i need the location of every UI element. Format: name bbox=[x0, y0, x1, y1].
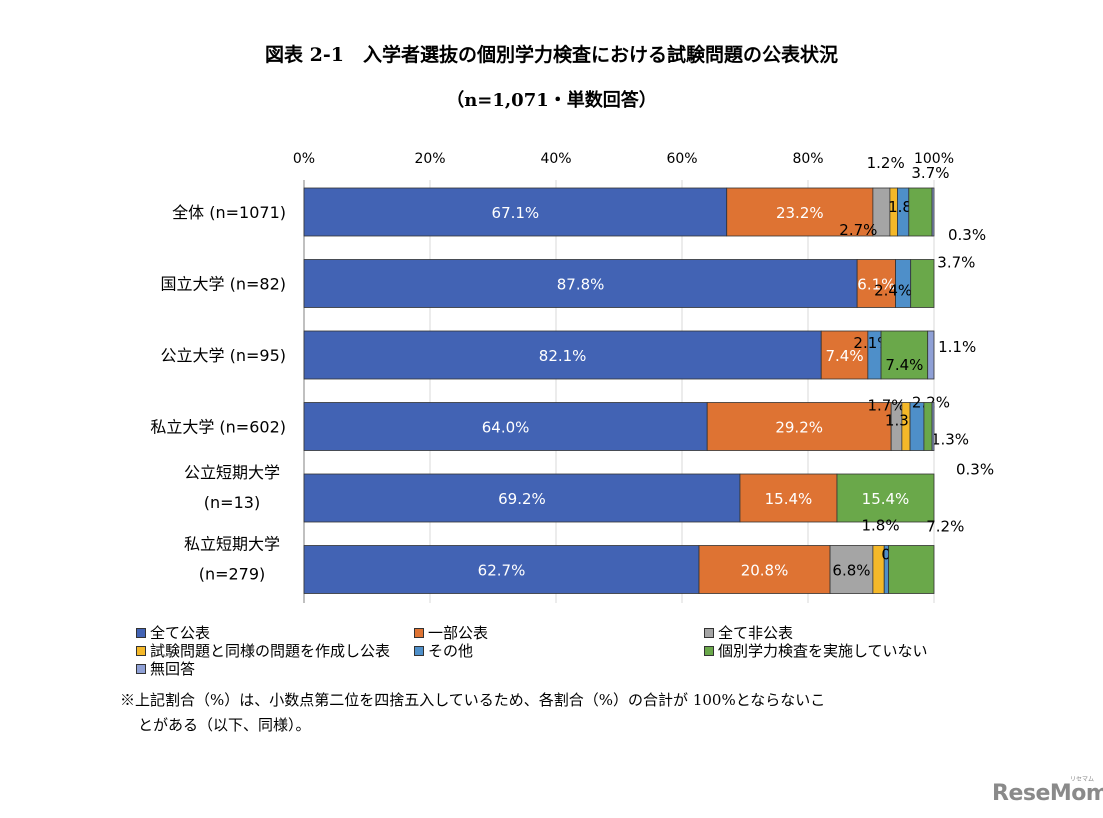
legend-label: 個別学力検査を実施していない bbox=[718, 642, 928, 660]
bar-segment bbox=[303, 473, 741, 523]
legend-swatch bbox=[136, 627, 146, 638]
footnote: ※上記割合（%）は、小数点第二位を四捨五入しているため、各割合（%）の合計が 1… bbox=[120, 688, 980, 738]
data-label: 2.4% bbox=[874, 282, 912, 300]
bar-segment bbox=[698, 545, 831, 594]
data-label: 67.1% bbox=[492, 204, 540, 222]
bar-segment bbox=[910, 259, 935, 308]
legend-item: 無回答 bbox=[136, 658, 195, 679]
stacked-bar-chart: 0% 20% 40% 60% 80% 100% 全体 (n=1071) 67.1% 23.2% 2… bbox=[150, 151, 994, 603]
legend-swatch bbox=[136, 663, 146, 674]
category-label: 私立短期大学 bbox=[184, 535, 280, 554]
x-tick-label: 0% bbox=[293, 151, 315, 167]
legend-label: 全て公表 bbox=[150, 624, 211, 642]
data-label: 64.0% bbox=[482, 419, 530, 437]
category-label: (n=13) bbox=[204, 493, 260, 512]
bar-segment bbox=[927, 330, 935, 380]
bar-segment bbox=[303, 187, 728, 237]
chart-title: 図表 2-1 入学者選抜の個別学力検査における試験問題の公表状況 bbox=[265, 44, 838, 66]
data-label: 1.7% bbox=[867, 397, 905, 415]
data-label: 6.8% bbox=[832, 562, 870, 580]
category-label: 国立大学 (n=82) bbox=[161, 275, 286, 294]
data-label: 82.1% bbox=[539, 347, 587, 365]
category-label: 公立短期大学 bbox=[184, 463, 280, 482]
data-label: 1.2% bbox=[867, 154, 905, 172]
legend-swatch bbox=[704, 627, 714, 638]
legend-swatch bbox=[414, 627, 424, 638]
bar-segment bbox=[706, 402, 892, 451]
legend-label: 一部公表 bbox=[428, 624, 489, 642]
resemom-logo: ReseMom bbox=[992, 781, 1103, 806]
legend-item: 一部公表 bbox=[414, 622, 488, 643]
bar-segment bbox=[303, 259, 858, 308]
data-label: 23.2% bbox=[776, 204, 824, 222]
legend-swatch bbox=[704, 645, 714, 656]
bar-segment bbox=[888, 545, 935, 594]
x-tick-label: 60% bbox=[666, 151, 697, 167]
legend-swatch bbox=[136, 645, 146, 656]
bar-segment bbox=[880, 330, 929, 380]
legend-item: 試験問題と同様の問題を作成し公表 bbox=[136, 640, 390, 661]
data-label: 29.2% bbox=[775, 419, 823, 437]
bar-segment bbox=[303, 330, 822, 380]
chart-subtitle: （n=1,071・単数回答） bbox=[446, 90, 657, 111]
bar-segment bbox=[820, 330, 869, 380]
data-label: 87.8% bbox=[557, 276, 605, 294]
legend-label: 試験問題と同様の問題を作成し公表 bbox=[150, 642, 391, 660]
data-label: 20.8% bbox=[741, 562, 789, 580]
data-label: 2.7% bbox=[839, 221, 877, 239]
footnote-line-1: ※上記割合（%）は、小数点第二位を四捨五入しているため、各割合（%）の合計が 1… bbox=[120, 691, 826, 709]
x-tick-label: 100% bbox=[914, 151, 954, 167]
data-label: 3.7% bbox=[937, 254, 975, 272]
data-label: 0.3% bbox=[948, 226, 986, 244]
category-label: 公立大学 (n=95) bbox=[161, 346, 286, 365]
legend-item: 全て非公表 bbox=[704, 622, 793, 643]
bar-segment bbox=[931, 402, 935, 451]
data-label: 1.3% bbox=[931, 431, 969, 449]
legend-label: 無回答 bbox=[150, 660, 196, 678]
bar-segment bbox=[303, 402, 708, 451]
data-label: 0.3% bbox=[956, 461, 994, 479]
data-label: 1.1% bbox=[938, 338, 976, 356]
data-label: 7.4% bbox=[825, 347, 863, 365]
category-label: 私立大学 (n=602) bbox=[150, 418, 286, 437]
legend-label: 全て非公表 bbox=[718, 624, 794, 642]
x-tick-label: 20% bbox=[414, 151, 445, 167]
bar-segment bbox=[739, 473, 838, 523]
data-label: 7.4% bbox=[885, 356, 923, 374]
bar-segment bbox=[836, 473, 935, 523]
legend-item: 個別学力検査を実施していない bbox=[704, 640, 928, 661]
data-label: 3.7% bbox=[911, 164, 949, 182]
x-tick-label: 40% bbox=[540, 151, 571, 167]
legend-swatch bbox=[414, 645, 424, 656]
data-label: 7.2% bbox=[926, 518, 964, 536]
category-label: (n=279) bbox=[199, 565, 266, 584]
data-label: 62.7% bbox=[478, 562, 526, 580]
resemom-logo-kana: リセマム bbox=[1070, 776, 1095, 783]
legend-item: 全て公表 bbox=[136, 622, 210, 643]
legend-label: その他 bbox=[428, 642, 474, 660]
data-label: 69.2% bbox=[498, 490, 546, 508]
data-label: 1.8% bbox=[862, 517, 900, 535]
footnote-line-2: とがある（以下、同様）。 bbox=[138, 716, 311, 734]
legend-item: その他 bbox=[414, 640, 473, 661]
bar-segment bbox=[931, 187, 935, 237]
bar-segment bbox=[908, 187, 933, 237]
bar-segment bbox=[829, 545, 874, 594]
x-tick-label: 80% bbox=[792, 151, 823, 167]
data-label: 15.4% bbox=[765, 490, 813, 508]
category-label: 全体 (n=1071) bbox=[172, 203, 286, 222]
bar-segment bbox=[726, 187, 874, 237]
data-label: 15.4% bbox=[862, 490, 910, 508]
data-label: 6.1% bbox=[857, 276, 895, 294]
bar-segment bbox=[303, 545, 700, 594]
